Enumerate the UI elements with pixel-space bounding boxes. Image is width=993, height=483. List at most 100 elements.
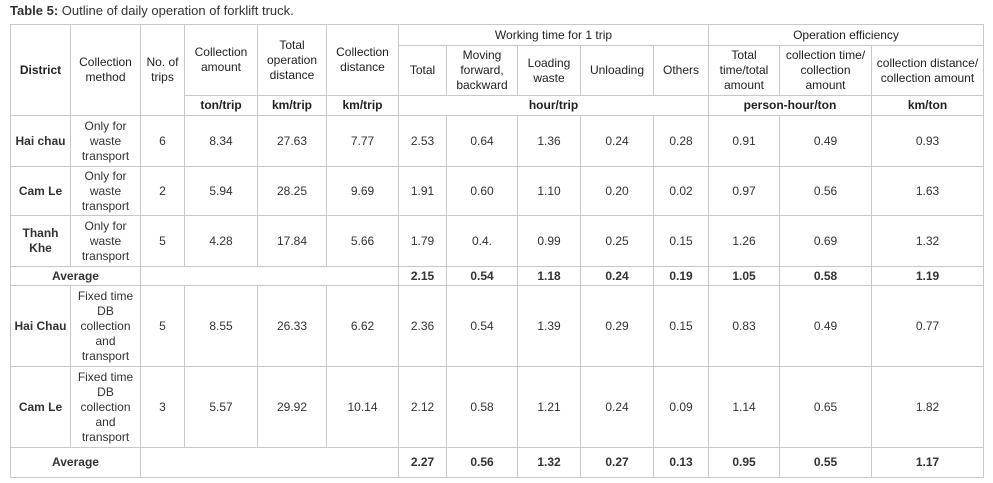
cell: 1.26 <box>708 215 780 267</box>
cell: Fixed time DB collection and transport <box>70 366 141 448</box>
cell: 1.10 <box>517 166 581 216</box>
cell: 28.25 <box>257 166 327 216</box>
caption-label: Table 5: <box>10 3 59 18</box>
unit-cell: person-hour/ton <box>708 95 872 116</box>
cell: 9.69 <box>326 166 399 216</box>
average-cell: 0.27 <box>580 447 654 478</box>
cell: 0.09 <box>653 366 709 448</box>
cell: Only for waste transport <box>70 166 141 216</box>
cell: 1.63 <box>871 166 984 216</box>
cell: Only for waste transport <box>70 115 141 167</box>
header-cell: Others <box>653 45 709 96</box>
cell: 0.97 <box>708 166 780 216</box>
average-label: Average <box>10 266 141 286</box>
unit-cell: ton/trip <box>184 95 258 116</box>
data-row: Hai Chau Fixed time DB collection and tra… <box>10 285 984 367</box>
cell: Fixed time DB collection and transport <box>70 285 141 367</box>
caption: Table 5: Outline of daily operation of f… <box>10 3 294 18</box>
cell: 0.77 <box>871 285 984 367</box>
cell: 1.32 <box>871 215 984 267</box>
header-cell: No. of trips <box>140 24 185 116</box>
cell: 0.29 <box>580 285 654 367</box>
cell: 0.83 <box>708 285 780 367</box>
cell: 0.60 <box>446 166 518 216</box>
header-cell: District <box>10 24 71 116</box>
header-cell: Operation efficiency <box>708 24 984 46</box>
cell: Thanh Khe <box>10 215 71 267</box>
cell: 5.94 <box>184 166 258 216</box>
caption-text: Outline of daily operation of forklift t… <box>61 3 294 18</box>
cell: 1.79 <box>398 215 447 267</box>
header-cell: Total time/total amount <box>708 45 780 96</box>
cell: 0.99 <box>517 215 581 267</box>
cell: 0.56 <box>779 166 872 216</box>
header-cell: collection distance/ collection amount <box>871 45 984 96</box>
header-cell: collection time/ collection amount <box>779 45 872 96</box>
average-row: Average 2.15 0.54 1.18 0.24 0.19 1.05 0.58 1.19 <box>10 266 984 286</box>
cell: 1.91 <box>398 166 447 216</box>
cell: 0.58 <box>446 366 518 448</box>
empty-cell <box>140 266 399 286</box>
cell: 0.28 <box>653 115 709 167</box>
cell: 27.63 <box>257 115 327 167</box>
cell: 2.12 <box>398 366 447 448</box>
cell: 0.25 <box>580 215 654 267</box>
average-label: Average <box>10 447 141 478</box>
cell: 5 <box>140 215 185 267</box>
cell: 1.36 <box>517 115 581 167</box>
average-cell: 0.55 <box>779 447 872 478</box>
cell: 0.24 <box>580 366 654 448</box>
average-cell: 2.27 <box>398 447 447 478</box>
cell: 0.49 <box>779 115 872 167</box>
unit-cell: km/trip <box>326 95 399 116</box>
cell: 0.24 <box>580 115 654 167</box>
unit-cell: km/trip <box>257 95 327 116</box>
header-cell: Total <box>398 45 447 96</box>
average-cell: 0.95 <box>708 447 780 478</box>
cell: Only for waste transport <box>70 215 141 267</box>
cell: 2.36 <box>398 285 447 367</box>
cell: 6.62 <box>326 285 399 367</box>
cell: 1.82 <box>871 366 984 448</box>
cell: 10.14 <box>326 366 399 448</box>
cell: 7.77 <box>326 115 399 167</box>
header-cell: Total operation distance <box>257 24 327 96</box>
cell: 0.20 <box>580 166 654 216</box>
cell: 2 <box>140 166 185 216</box>
average-cell: 1.18 <box>517 266 581 286</box>
cell: 29.92 <box>257 366 327 448</box>
data-row: Thanh Khe Only for waste transport 5 4.28 17… <box>10 215 984 267</box>
table: District Collection method No. of trips … <box>10 24 984 478</box>
average-cell: 2.15 <box>398 266 447 286</box>
cell: 3 <box>140 366 185 448</box>
cell: 0.02 <box>653 166 709 216</box>
data-row: Cam Le Fixed time DB collection and trans… <box>10 366 984 448</box>
average-cell: 0.19 <box>653 266 709 286</box>
data-row: Hai chau Only for waste transport 6 8.34 27.… <box>10 115 984 167</box>
cell: 0.15 <box>653 215 709 267</box>
average-row: Average 2.27 0.56 1.32 0.27 0.13 0.95 0.55 1.17 <box>10 447 984 478</box>
cell: 1.14 <box>708 366 780 448</box>
header-cell: Unloading <box>580 45 654 96</box>
average-cell: 0.58 <box>779 266 872 286</box>
data-row: Cam Le Only for waste transport 2 5.94 28.25… <box>10 166 984 216</box>
cell: 8.55 <box>184 285 258 367</box>
average-cell: 1.19 <box>871 266 984 286</box>
cell: 5.57 <box>184 366 258 448</box>
unit-cell: km/ton <box>871 95 984 116</box>
table-body: Hai chau Only for waste transport 6 8.34 27.… <box>10 115 984 478</box>
cell: Hai chau <box>10 115 71 167</box>
cell: 1.21 <box>517 366 581 448</box>
cell: 6 <box>140 115 185 167</box>
header-row: District Collection method No. of trips … <box>10 24 984 116</box>
cell: 0.65 <box>779 366 872 448</box>
cell: 4.28 <box>184 215 258 267</box>
cell: 17.84 <box>257 215 327 267</box>
empty-cell <box>140 447 399 478</box>
cell: 1.39 <box>517 285 581 367</box>
cell: 5 <box>140 285 185 367</box>
cell: 0.64 <box>446 115 518 167</box>
average-cell: 1.32 <box>517 447 581 478</box>
cell: Cam Le <box>10 166 71 216</box>
